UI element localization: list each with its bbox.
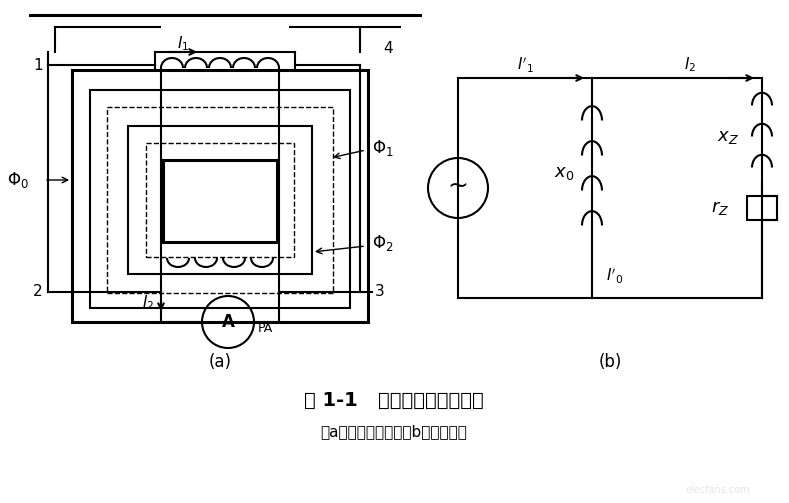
Text: 3: 3: [375, 285, 385, 299]
Bar: [146, 143, 294, 257]
Text: A: A: [222, 313, 234, 331]
Text: $\Phi_0$: $\Phi_0$: [7, 170, 29, 190]
Text: PA: PA: [258, 321, 273, 334]
Text: ~: ~: [447, 174, 469, 198]
Text: (b): (b): [598, 353, 622, 371]
Text: $I_1$: $I_1$: [177, 35, 189, 53]
Bar: [72, 70, 368, 322]
Bar: [128, 126, 312, 274]
Text: 1: 1: [33, 57, 43, 72]
Text: elecfans.com: elecfans.com: [686, 485, 750, 495]
Text: $x_Z$: $x_Z$: [717, 127, 739, 145]
Text: $\Phi_1$: $\Phi_1$: [372, 138, 394, 158]
Bar: [107, 107, 333, 293]
Text: $I'_0$: $I'_0$: [606, 267, 623, 286]
Text: （a）电气原理图；（b）等效电路: （a）电气原理图；（b）等效电路: [320, 425, 467, 440]
Text: $I_2$: $I_2$: [142, 294, 154, 312]
Text: $x_0$: $x_0$: [554, 164, 574, 182]
Text: (a): (a): [208, 353, 231, 371]
Bar: [90, 90, 350, 308]
Text: $\Phi_2$: $\Phi_2$: [372, 233, 394, 253]
Text: $r_Z$: $r_Z$: [711, 199, 729, 217]
Bar: [747, 196, 777, 220]
Bar: [163, 160, 277, 242]
Text: $I_2$: $I_2$: [684, 56, 696, 74]
Text: 图 1-1   电流互感器的原理图: 图 1-1 电流互感器的原理图: [304, 390, 484, 409]
Text: 2: 2: [33, 285, 43, 299]
Text: $I'_1$: $I'_1$: [517, 55, 533, 74]
Text: 4: 4: [383, 41, 393, 55]
